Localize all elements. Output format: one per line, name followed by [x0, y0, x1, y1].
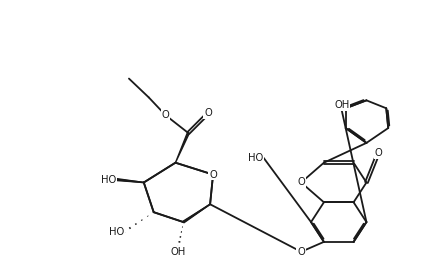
- Text: O: O: [162, 110, 170, 120]
- Polygon shape: [183, 204, 210, 223]
- Text: O: O: [297, 247, 305, 257]
- Polygon shape: [176, 133, 189, 163]
- Text: O: O: [162, 110, 170, 120]
- Text: HO: HO: [101, 174, 116, 185]
- Text: O: O: [297, 177, 305, 188]
- Text: O: O: [374, 148, 382, 158]
- Text: O: O: [297, 177, 305, 188]
- Text: HO: HO: [109, 227, 124, 237]
- Text: O: O: [204, 108, 212, 118]
- Text: O: O: [374, 148, 382, 158]
- Text: O: O: [297, 247, 305, 257]
- Text: OH: OH: [334, 100, 350, 110]
- Text: OH: OH: [334, 100, 350, 110]
- Polygon shape: [116, 178, 144, 183]
- Text: HO: HO: [248, 153, 264, 163]
- Text: O: O: [204, 108, 212, 118]
- Text: O: O: [209, 170, 217, 180]
- Text: O: O: [209, 170, 217, 180]
- Text: OH: OH: [171, 247, 186, 257]
- Text: HO: HO: [248, 153, 264, 163]
